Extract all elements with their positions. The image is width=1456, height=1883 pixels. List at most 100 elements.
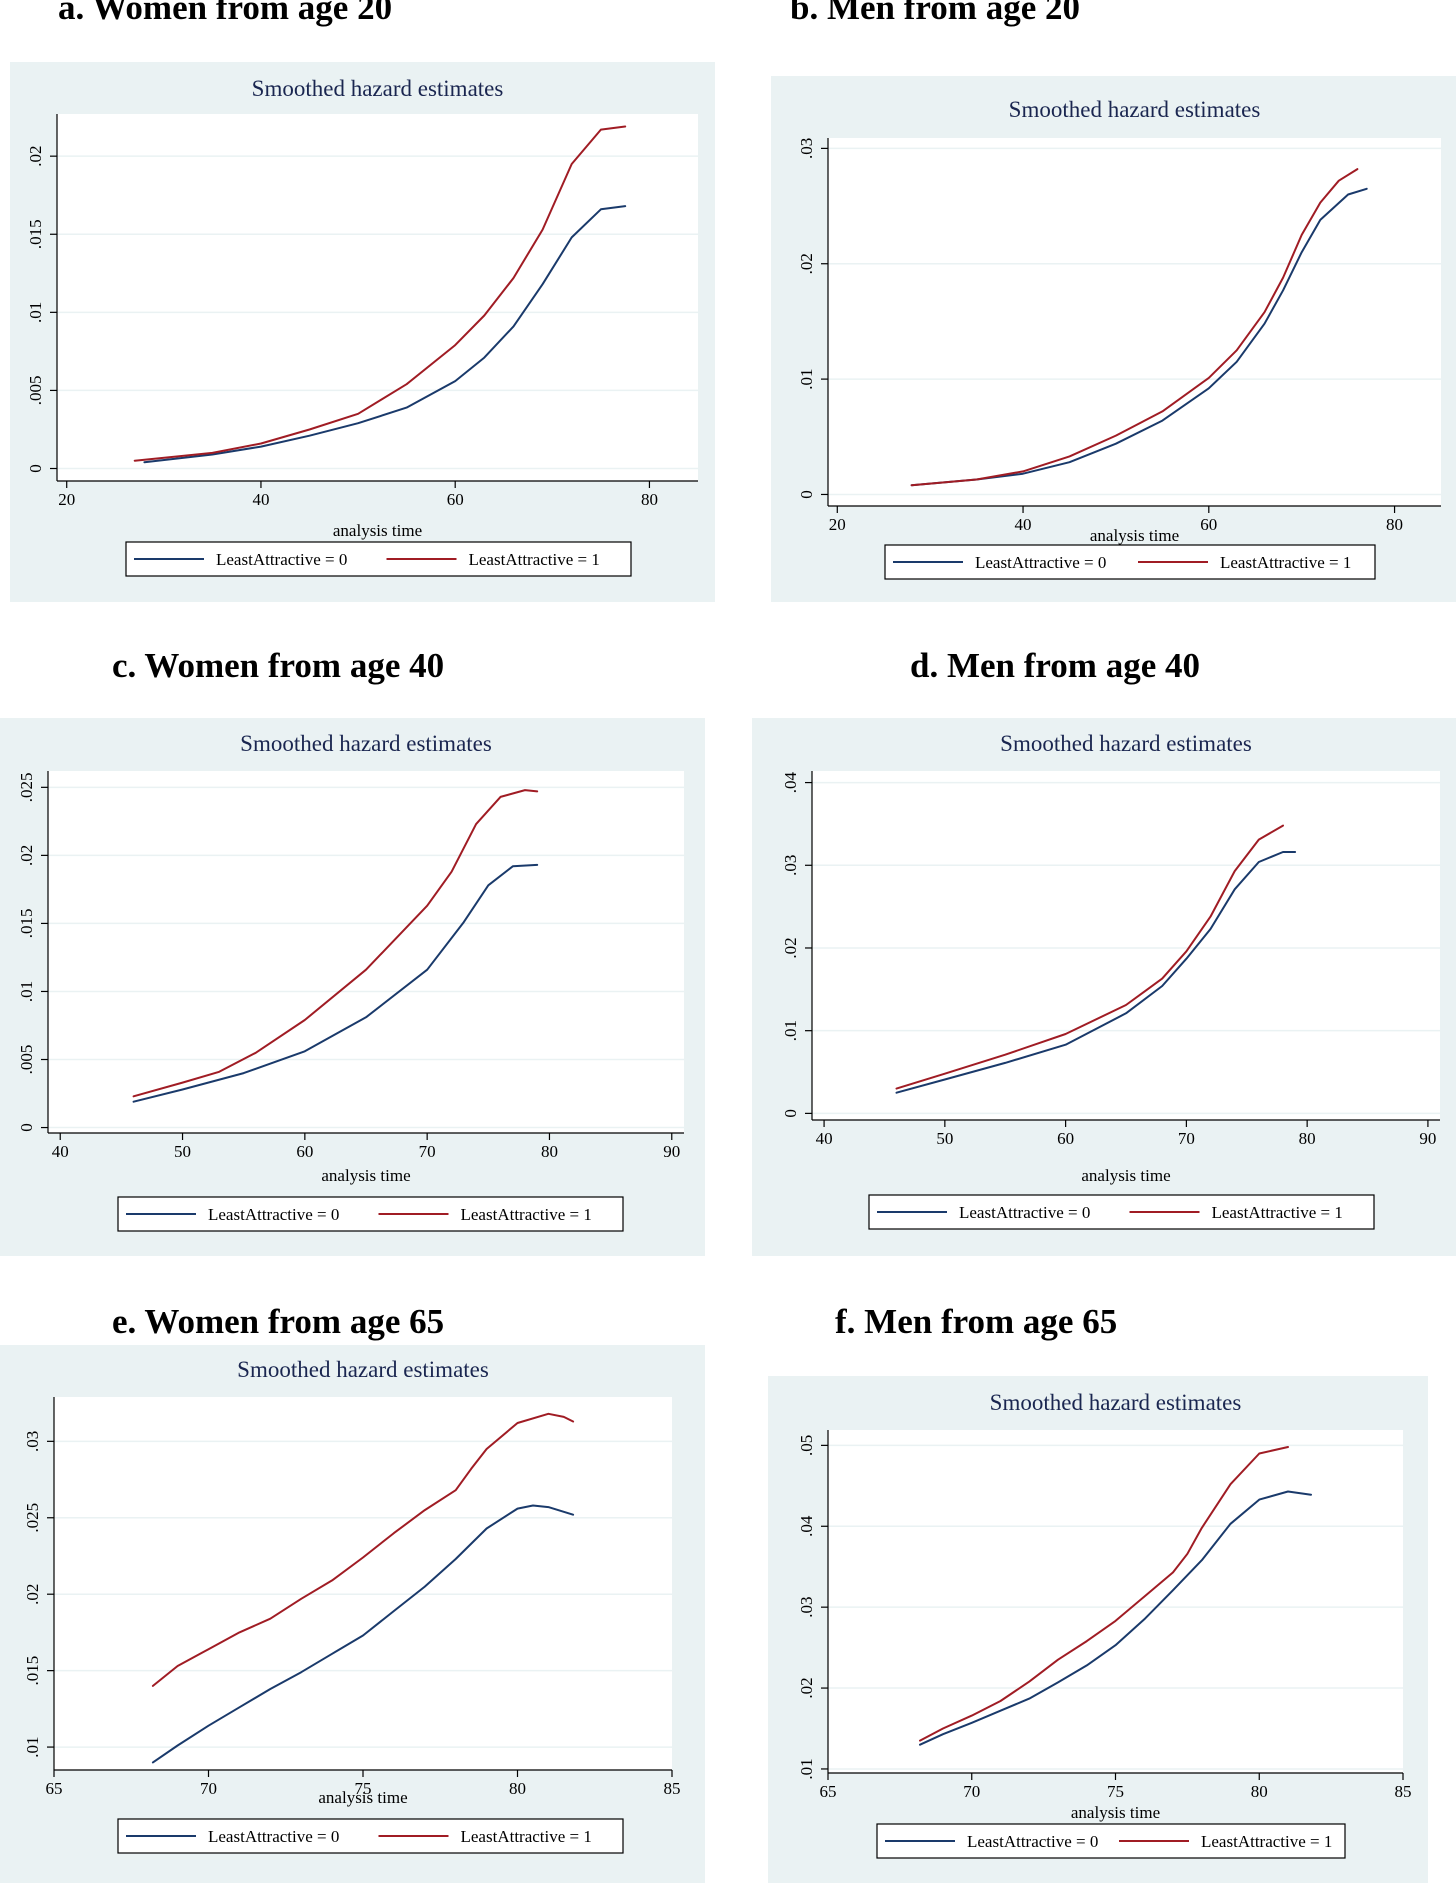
legend: LeastAttractive = 0 LeastAttractive = 1 xyxy=(125,541,632,577)
x-tick-label: 80 xyxy=(1299,1129,1316,1148)
x-tick-label: 60 xyxy=(447,490,464,509)
x-tick-label: 85 xyxy=(1395,1782,1412,1801)
legend-box xyxy=(884,544,1376,580)
y-tick-label: .01 xyxy=(797,1758,816,1779)
series-line-1 xyxy=(910,168,1359,487)
series-line-1 xyxy=(151,1412,575,1687)
panel-heading-d: d. Men from age 40 xyxy=(910,646,1200,685)
series-line-0 xyxy=(151,1504,575,1764)
panel-heading-c: c. Women from age 40 xyxy=(112,646,445,685)
x-tick-label: 65 xyxy=(820,1782,837,1801)
x-tick-label: 80 xyxy=(509,1779,526,1798)
x-axis-label: analysis time xyxy=(1081,1166,1170,1185)
x-tick-label: 40 xyxy=(52,1142,69,1161)
x-tick-label: 75 xyxy=(1107,1782,1124,1801)
series-line-0 xyxy=(132,863,539,1103)
x-tick-label: 60 xyxy=(1057,1129,1074,1148)
x-tick-label: 70 xyxy=(963,1782,980,1801)
plot-area xyxy=(828,138,1441,506)
legend-box xyxy=(125,541,632,577)
legend-label-1: LeastAttractive = 1 xyxy=(461,1827,592,1846)
y-tick-label: .015 xyxy=(26,219,45,249)
x-tick-label: 90 xyxy=(663,1142,680,1161)
x-tick-label: 70 xyxy=(200,1779,217,1798)
y-tick-label: .01 xyxy=(26,302,45,323)
panel-heading-b: b. Men from age 20 xyxy=(790,0,1080,27)
x-axis-label: analysis time xyxy=(318,1788,407,1807)
panel-heading-a: a. Women from age 20 xyxy=(58,0,393,27)
legend: LeastAttractive = 0 LeastAttractive = 1 xyxy=(868,1194,1375,1230)
legend-label-1: LeastAttractive = 1 xyxy=(1220,553,1351,572)
y-tick-label: .03 xyxy=(23,1431,42,1452)
legend-label-1: LeastAttractive = 1 xyxy=(469,550,600,569)
x-tick-label: 80 xyxy=(1251,1782,1268,1801)
y-tick-label: .01 xyxy=(797,368,816,389)
legend-label-0: LeastAttractive = 0 xyxy=(208,1827,339,1846)
x-tick-label: 40 xyxy=(1015,515,1032,534)
x-axis-label: analysis time xyxy=(333,521,422,540)
chart-title: Smoothed hazard estimates xyxy=(240,731,492,756)
chart-panel-c: Smoothed hazard estimates 40 50 60 70 80 90 0 .0… xyxy=(0,718,705,1256)
x-axis-label: analysis time xyxy=(1090,526,1179,545)
series-line-1 xyxy=(132,789,539,1098)
y-tick-label: .02 xyxy=(26,146,45,167)
plot-area xyxy=(48,771,684,1133)
series-line-1 xyxy=(895,824,1284,1090)
chart-svg-a: Smoothed hazard estimates 20 40 60 80 0 .005 .0… xyxy=(26,76,698,577)
y-tick-label: .01 xyxy=(781,1020,800,1041)
legend-box xyxy=(117,1818,624,1854)
chart-panel-a: Smoothed hazard estimates 20 40 60 80 0 .005 .0… xyxy=(10,62,715,602)
y-tick-label: 0 xyxy=(781,1109,800,1118)
chart-svg-b: Smoothed hazard estimates 20 40 60 80 0 .01 .02… xyxy=(797,97,1441,580)
legend: LeastAttractive = 0 LeastAttractive = 1 xyxy=(876,1823,1346,1859)
x-tick-label: 80 xyxy=(541,1142,558,1161)
y-tick-label: .05 xyxy=(797,1435,816,1456)
y-tick-label: .03 xyxy=(797,138,816,159)
x-tick-label: 60 xyxy=(296,1142,313,1161)
chart-title: Smoothed hazard estimates xyxy=(252,76,504,101)
plot-area xyxy=(828,1430,1403,1773)
y-tick-label: .015 xyxy=(17,909,36,939)
legend: LeastAttractive = 0 LeastAttractive = 1 xyxy=(884,544,1376,580)
legend-label-0: LeastAttractive = 0 xyxy=(967,1832,1098,1851)
x-tick-label: 90 xyxy=(1419,1129,1436,1148)
y-tick-label: .02 xyxy=(17,845,36,866)
x-tick-label: 75 xyxy=(355,1779,372,1798)
y-tick-label: .02 xyxy=(797,253,816,274)
x-axis-label: analysis time xyxy=(321,1166,410,1185)
x-tick-label: 60 xyxy=(1200,515,1217,534)
x-tick-label: 85 xyxy=(664,1779,681,1798)
y-tick-label: .015 xyxy=(23,1656,42,1686)
legend: LeastAttractive = 0 LeastAttractive = 1 xyxy=(117,1818,624,1854)
x-tick-label: 70 xyxy=(1178,1129,1195,1148)
x-tick-label: 80 xyxy=(1386,515,1403,534)
y-tick-label: 0 xyxy=(17,1123,36,1132)
chart-panel-d: Smoothed hazard estimates 40 50 60 70 80 90 0 .0… xyxy=(752,718,1456,1256)
chart-svg-f: Smoothed hazard estimates 65 70 75 80 85 .01 .0… xyxy=(797,1390,1412,1859)
x-tick-label: 50 xyxy=(936,1129,953,1148)
y-tick-label: .04 xyxy=(797,1515,816,1537)
y-tick-label: .04 xyxy=(781,771,800,793)
chart-panel-f: Smoothed hazard estimates 65 70 75 80 85 .01 .0… xyxy=(768,1376,1428,1883)
legend-label-1: LeastAttractive = 1 xyxy=(461,1205,592,1224)
legend-box xyxy=(868,1194,1375,1230)
plot-area xyxy=(57,114,698,481)
x-tick-label: 65 xyxy=(46,1779,63,1798)
y-tick-label: .025 xyxy=(17,772,36,802)
y-tick-label: .01 xyxy=(17,981,36,1002)
chart-svg-d: Smoothed hazard estimates 40 50 60 70 80 90 0 .0… xyxy=(781,731,1440,1230)
chart-svg-e: Smoothed hazard estimates 65 70 75 80 85 .01 .0… xyxy=(23,1357,681,1854)
y-tick-label: .025 xyxy=(23,1503,42,1533)
chart-title: Smoothed hazard estimates xyxy=(990,1390,1242,1415)
legend-label-0: LeastAttractive = 0 xyxy=(975,553,1106,572)
y-tick-label: .005 xyxy=(17,1045,36,1075)
chart-panel-b: Smoothed hazard estimates 20 40 60 80 0 .01 .02… xyxy=(771,76,1456,602)
y-tick-label: 0 xyxy=(797,490,816,499)
x-tick-label: 40 xyxy=(816,1129,833,1148)
x-axis-label: analysis time xyxy=(1071,1803,1160,1822)
legend-label-1: LeastAttractive = 1 xyxy=(1212,1203,1343,1222)
y-tick-label: .02 xyxy=(781,937,800,958)
x-tick-label: 20 xyxy=(829,515,846,534)
panel-heading-e: e. Women from age 65 xyxy=(112,1302,445,1341)
plot-area xyxy=(54,1397,672,1770)
